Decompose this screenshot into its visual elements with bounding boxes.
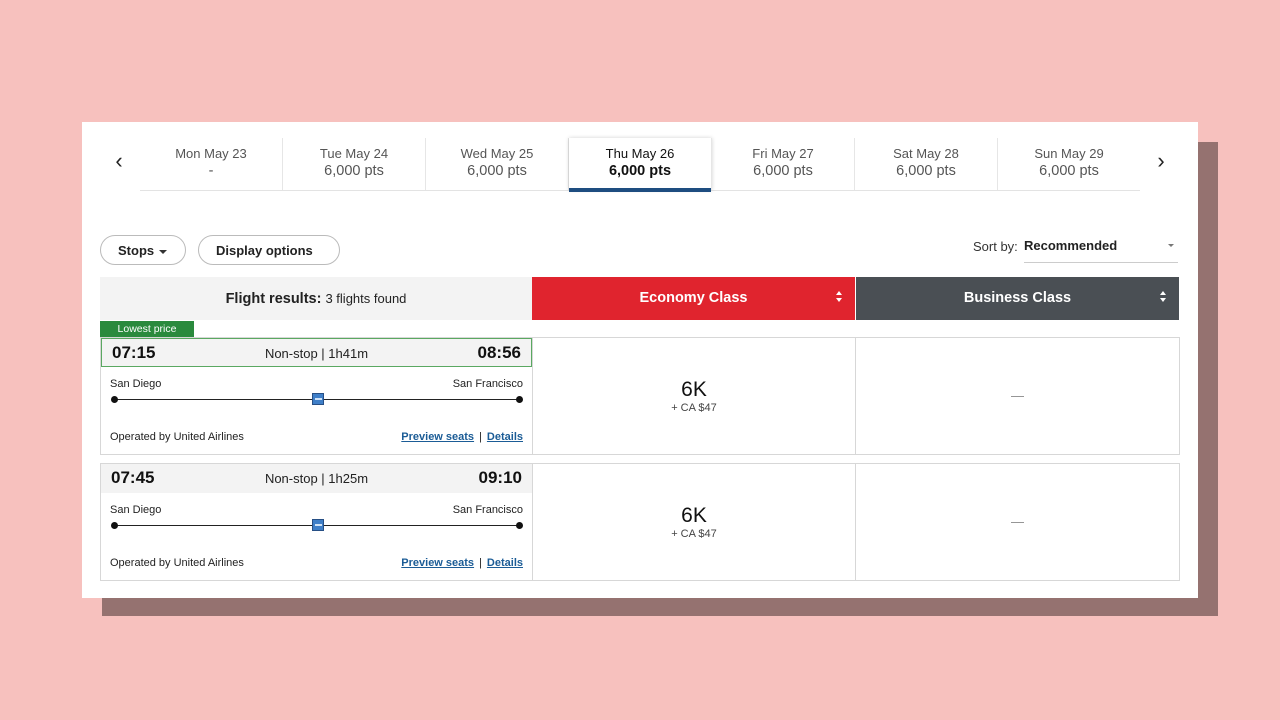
results-count: 3 flights found	[325, 291, 407, 306]
chevron-right-icon[interactable]: ›	[1157, 148, 1165, 173]
flight-results-header: Flight results: 3 flights found	[100, 277, 532, 320]
destination-city: San Francisco	[452, 504, 523, 516]
economy-fee: + CA $47	[671, 402, 717, 414]
date-price: 6,000 pts	[467, 163, 527, 179]
economy-fare-cell[interactable]: 6K + CA $47	[533, 464, 856, 580]
date-price: 6,000 pts	[896, 163, 956, 179]
economy-class-label: Economy Class	[639, 290, 748, 306]
preview-seats-link[interactable]: Preview seats	[401, 431, 475, 443]
flight-row: 07:15 Non-stop | 1h41m 08:56 San Diego S…	[100, 337, 1180, 455]
origin-city: San Diego	[110, 378, 162, 390]
date-label: Tue May 24	[319, 146, 389, 161]
preview-seats-link[interactable]: Preview seats	[401, 557, 475, 569]
date-label: Wed May 25	[460, 146, 534, 161]
airline-logo-icon	[312, 519, 324, 531]
flight-duration: Non-stop | 1h41m	[264, 346, 369, 361]
date-tab-thu-may-26-selected[interactable]: Thu May 26 6,000 pts	[569, 138, 712, 192]
origin-dot	[111, 396, 118, 403]
date-strip: Mon May 23 - Tue May 24 6,000 pts Wed Ma…	[140, 138, 1140, 192]
date-label: Sun May 29	[1034, 146, 1104, 161]
flight-row: 07:45 Non-stop | 1h25m 09:10 San Diego S…	[100, 463, 1180, 581]
flight-links: Preview seats | Details	[401, 557, 523, 569]
origin-city: San Diego	[110, 504, 162, 516]
date-tab-sun-may-29[interactable]: Sun May 29 6,000 pts	[998, 138, 1140, 190]
arrival-time: 08:56	[477, 343, 521, 362]
date-label: Sat May 28	[893, 146, 959, 161]
flight-links: Preview seats | Details	[401, 431, 523, 443]
economy-fare-cell[interactable]: 6K + CA $47	[533, 338, 856, 454]
date-tab-mon-may-23[interactable]: Mon May 23 -	[140, 138, 283, 190]
stops-filter-button[interactable]: Stops	[100, 235, 186, 265]
date-price: 6,000 pts	[608, 163, 672, 179]
flight-time-bar: 07:45 Non-stop | 1h25m 09:10	[101, 464, 532, 493]
date-label: Thu May 26	[605, 146, 675, 161]
date-label: Mon May 23	[175, 146, 247, 161]
date-tab-sat-may-28[interactable]: Sat May 28 6,000 pts	[855, 138, 998, 190]
operated-by: Operated by United Airlines	[110, 431, 244, 443]
date-tab-wed-may-25[interactable]: Wed May 25 6,000 pts	[426, 138, 569, 190]
date-price: 6,000 pts	[1039, 163, 1099, 179]
departure-time: 07:45	[111, 468, 155, 487]
business-class-header[interactable]: Business Class	[856, 277, 1179, 320]
economy-class-header[interactable]: Economy Class	[532, 277, 855, 320]
date-price: -	[208, 163, 214, 179]
flight-info: 07:15 Non-stop | 1h41m 08:56 San Diego S…	[101, 338, 533, 454]
sort-arrows-icon	[835, 291, 843, 305]
business-fare-cell: —	[1011, 388, 1024, 403]
chevron-left-icon[interactable]: ‹	[115, 148, 123, 173]
flight-duration: Non-stop | 1h25m	[264, 471, 369, 486]
stops-filter-label: Stops	[118, 243, 155, 258]
destination-city: San Francisco	[452, 378, 523, 390]
lowest-price-badge: Lowest price	[100, 321, 194, 337]
arrival-time: 09:10	[478, 468, 522, 487]
origin-dot	[111, 522, 118, 529]
route-line	[111, 519, 523, 531]
display-options-label: Display options	[216, 243, 313, 258]
economy-fee: + CA $47	[671, 528, 717, 540]
caret-down-icon	[159, 249, 168, 254]
results-prefix: Flight results:	[225, 291, 322, 307]
departure-time: 07:15	[112, 343, 156, 362]
business-fare-cell: —	[1011, 514, 1024, 529]
destination-dot	[516, 522, 523, 529]
sort-by-label: Sort by:	[973, 239, 1018, 254]
economy-points: 6K	[681, 504, 707, 527]
operated-by: Operated by United Airlines	[110, 557, 244, 569]
date-tab-tue-may-24[interactable]: Tue May 24 6,000 pts	[283, 138, 426, 190]
date-tab-fri-may-27[interactable]: Fri May 27 6,000 pts	[712, 138, 855, 190]
business-class-label: Business Class	[963, 290, 1072, 306]
details-link[interactable]: Details	[486, 557, 523, 569]
display-options-button[interactable]: Display options	[198, 235, 340, 284]
date-price: 6,000 pts	[753, 163, 813, 179]
economy-points: 6K	[681, 378, 707, 401]
flight-time-bar: 07:15 Non-stop | 1h41m 08:56	[101, 338, 532, 367]
airline-logo-icon	[312, 393, 324, 405]
sort-arrows-icon	[1159, 291, 1167, 305]
date-label: Fri May 27	[752, 146, 814, 161]
route-line	[111, 393, 523, 405]
caret-down-icon	[1168, 244, 1174, 247]
flight-info: 07:45 Non-stop | 1h25m 09:10 San Diego S…	[101, 464, 533, 580]
link-separator: |	[479, 557, 482, 569]
destination-dot	[516, 396, 523, 403]
date-price: 6,000 pts	[324, 163, 384, 179]
sort-by-select[interactable]: Recommended	[1024, 231, 1178, 263]
link-separator: |	[479, 431, 482, 443]
details-link[interactable]: Details	[486, 431, 523, 443]
sort-by-value: Recommended	[1024, 238, 1118, 253]
